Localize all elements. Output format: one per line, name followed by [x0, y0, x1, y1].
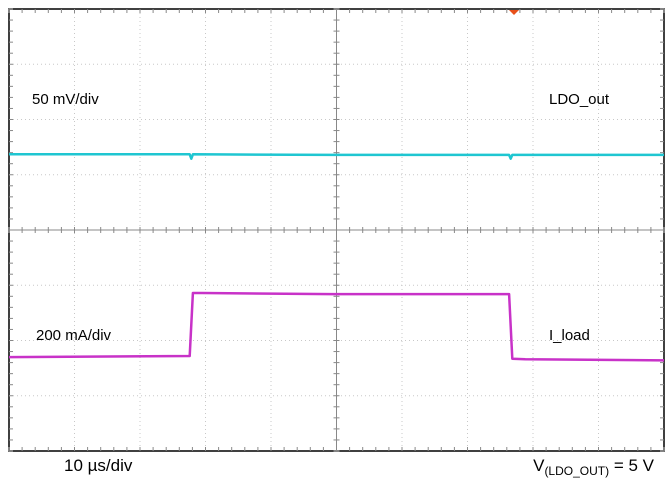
- ch1-scale-label: 50 mV/div: [32, 91, 99, 108]
- ldo-out-trace: [9, 153, 664, 160]
- ch1-name-label: LDO_out: [549, 91, 610, 108]
- ch2-name-label: I_load: [549, 327, 590, 344]
- load-current-trace: [8, 291, 665, 362]
- graticule: [8, 8, 665, 452]
- ch2-scale-label: 200 mA/div: [36, 327, 112, 344]
- condition-subscript: (LDO_OUT): [544, 464, 610, 478]
- traces: [8, 153, 665, 362]
- trigger-marker: [509, 10, 519, 15]
- timebase-label: 10 µs/div: [64, 456, 133, 475]
- condition-value: = 5 V: [609, 456, 654, 475]
- output-voltage-condition: V(LDO_OUT) = 5 V: [533, 456, 654, 478]
- condition-v: V: [533, 456, 545, 475]
